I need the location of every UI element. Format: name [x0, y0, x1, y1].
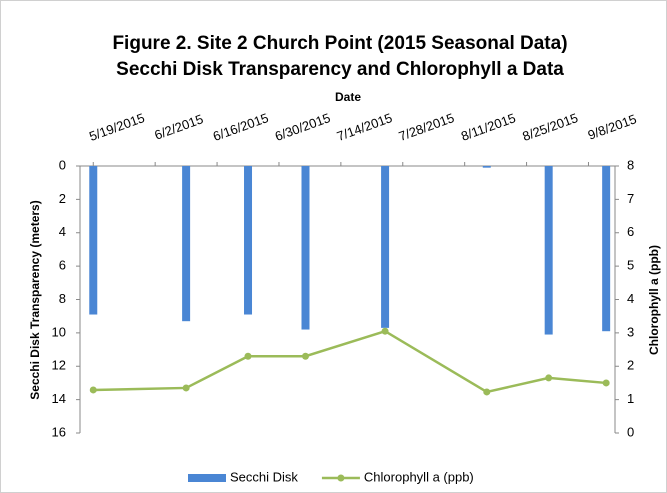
y-tick-label: 10 [52, 324, 66, 339]
y2-tick-label: 4 [627, 291, 634, 306]
y-axis-label: Secchi Disk Transparency (meters) [28, 200, 42, 399]
y2-tick-label: 5 [627, 258, 634, 273]
bar [482, 166, 491, 168]
y-tick-label: 12 [52, 358, 66, 373]
line-marker [89, 386, 97, 394]
y-tick-label: 8 [59, 291, 66, 306]
bar [182, 166, 191, 322]
chart-title: Secchi Disk Transparency and Chlorophyll… [116, 59, 564, 80]
x-axis-label: Date [335, 90, 361, 104]
y2-tick-label: 3 [627, 324, 634, 339]
bar [301, 166, 310, 330]
y2-axis-label: Chlorophyll a (ppb) [647, 245, 661, 355]
y-tick-label: 6 [59, 258, 66, 273]
line-marker [545, 374, 553, 382]
y2-tick-label: 2 [627, 358, 634, 373]
bar [381, 166, 390, 328]
bar [244, 166, 253, 315]
bar [89, 166, 98, 315]
y-tick-label: 2 [59, 191, 66, 206]
chart-title: Figure 2. Site 2 Church Point (2015 Seas… [112, 33, 567, 54]
y-tick-label: 4 [59, 224, 66, 239]
line-marker [244, 352, 252, 360]
y2-tick-label: 6 [627, 224, 634, 239]
y2-tick-label: 1 [627, 391, 634, 406]
y-tick-label: 16 [52, 424, 66, 439]
y2-tick-label: 8 [627, 157, 634, 172]
legend-label: Chlorophyll a (ppb) [364, 469, 474, 484]
line-marker [381, 327, 389, 335]
y2-tick-label: 7 [627, 191, 634, 206]
legend-swatch [337, 474, 345, 482]
y-tick-label: 14 [52, 391, 66, 406]
y2-tick-label: 0 [627, 424, 634, 439]
legend-swatch [188, 474, 226, 482]
bar [544, 166, 553, 335]
bar [602, 166, 611, 332]
line-marker [182, 384, 190, 392]
line-marker [483, 388, 491, 396]
legend-label: Secchi Disk [230, 469, 298, 484]
y-tick-label: 0 [59, 157, 66, 172]
line [93, 329, 607, 394]
line-marker [301, 352, 309, 360]
line-marker [602, 379, 610, 387]
